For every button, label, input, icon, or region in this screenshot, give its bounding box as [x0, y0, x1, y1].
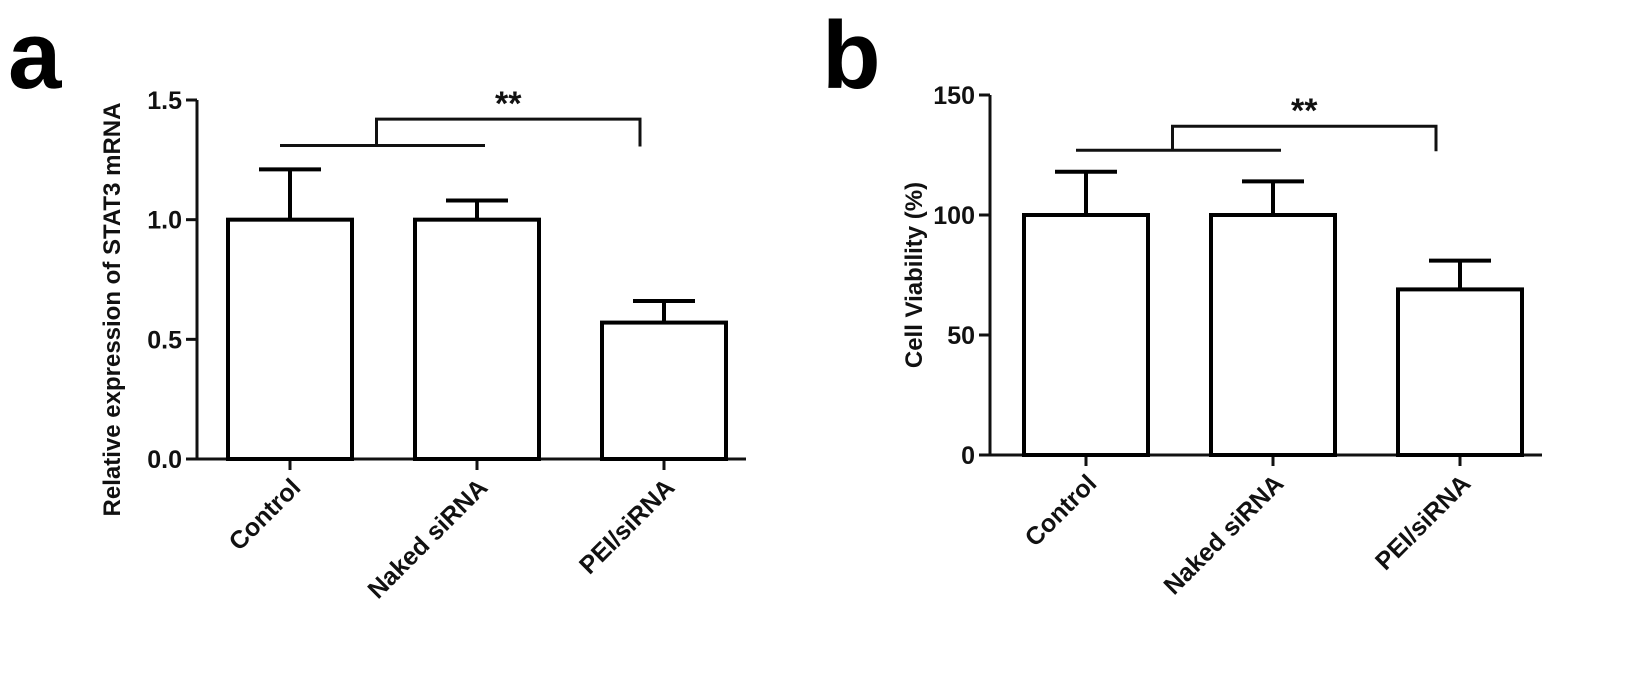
significance-label: **	[495, 85, 522, 123]
y-tick-label: 0	[961, 442, 975, 470]
bar-control	[226, 217, 354, 461]
x-tick-label: Control	[1020, 469, 1103, 552]
x-tick-label: PEI/siRNA	[1370, 469, 1476, 575]
x-tick-label: PEI/siRNA	[574, 473, 680, 579]
bar-control	[1022, 213, 1150, 457]
panel-label: b	[822, 2, 881, 109]
y-tick-label: 0.0	[147, 446, 182, 474]
y-tick-label: 0.5	[147, 326, 182, 354]
y-tick-label: 1.5	[147, 87, 182, 115]
y-axis-label: Cell Viability (%)	[901, 182, 928, 368]
y-axis-label: Relative expression of STAT3 mRNA	[99, 103, 126, 517]
panel-b: b 0 50 100 150 Cell Viability (%) Control Naked…	[822, 2, 1542, 600]
bar-naked-sirna	[413, 217, 541, 461]
y-tick-label: 100	[933, 202, 975, 230]
x-tick-label: Control	[224, 473, 307, 556]
y-tick-label: 50	[947, 322, 975, 350]
bar-pei-sirna	[600, 320, 728, 461]
significance-label: **	[1291, 92, 1318, 130]
x-tick-label: Naked siRNA	[1158, 469, 1289, 600]
bar-pei-sirna	[1396, 287, 1524, 457]
significance-bracket	[375, 117, 642, 147]
panel-label: a	[8, 2, 62, 109]
significance-bracket	[1171, 124, 1438, 152]
bar-naked-sirna	[1209, 213, 1337, 457]
y-tick-label: 1.0	[147, 207, 182, 235]
y-tick-label: 150	[933, 82, 975, 110]
panel-a: a 0.0 0.5 1.0 1.5 Relative expression of STAT…	[8, 2, 746, 604]
x-tick-label: Naked siRNA	[362, 473, 493, 604]
